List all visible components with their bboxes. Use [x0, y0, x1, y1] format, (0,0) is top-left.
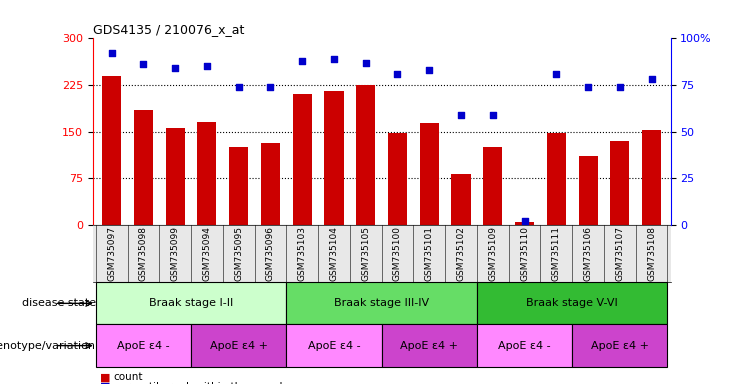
Text: Braak stage V-VI: Braak stage V-VI — [526, 298, 618, 308]
Point — [551, 71, 562, 77]
Bar — [293, 94, 312, 225]
Point — [233, 84, 245, 90]
Text: percentile rank within the sample: percentile rank within the sample — [113, 382, 289, 384]
Bar — [572, 324, 668, 367]
Text: ApoE ε4 -: ApoE ε4 - — [308, 341, 360, 351]
Text: GSM735099: GSM735099 — [170, 226, 180, 281]
Bar — [102, 76, 122, 225]
Point — [106, 50, 118, 56]
Text: GSM735110: GSM735110 — [520, 226, 529, 281]
Point — [328, 56, 340, 62]
Point — [296, 58, 308, 64]
Bar — [642, 130, 661, 225]
Bar — [191, 324, 286, 367]
Text: GSM735095: GSM735095 — [234, 226, 243, 281]
Bar — [611, 141, 629, 225]
Point — [582, 84, 594, 90]
Point — [645, 76, 657, 83]
Text: GSM735098: GSM735098 — [139, 226, 148, 281]
Text: GSM735101: GSM735101 — [425, 226, 433, 281]
Bar — [515, 222, 534, 225]
Text: ApoE ε4 -: ApoE ε4 - — [498, 341, 551, 351]
Text: GSM735094: GSM735094 — [202, 226, 211, 281]
Bar — [134, 110, 153, 225]
Bar — [451, 174, 471, 225]
Bar — [197, 122, 216, 225]
Text: ApoE ε4 -: ApoE ε4 - — [117, 341, 170, 351]
Text: GSM735096: GSM735096 — [266, 226, 275, 281]
Bar — [166, 128, 185, 225]
Point — [519, 218, 531, 224]
Text: ■: ■ — [100, 382, 110, 384]
Text: GSM735106: GSM735106 — [583, 226, 593, 281]
Point — [614, 84, 625, 90]
Bar — [96, 324, 191, 367]
Bar — [382, 324, 477, 367]
Bar — [483, 147, 502, 225]
Text: Braak stage III-IV: Braak stage III-IV — [334, 298, 429, 308]
Text: GSM735108: GSM735108 — [647, 226, 656, 281]
Bar — [261, 143, 280, 225]
Bar — [547, 133, 566, 225]
Bar — [477, 324, 572, 367]
Point — [138, 61, 150, 68]
Text: genotype/variation: genotype/variation — [0, 341, 96, 351]
Bar — [325, 91, 344, 225]
Bar — [388, 133, 407, 225]
Bar — [477, 282, 668, 324]
Text: GSM735102: GSM735102 — [456, 226, 465, 281]
Point — [169, 65, 181, 71]
Text: ApoE ε4 +: ApoE ε4 + — [591, 341, 649, 351]
Text: GSM735111: GSM735111 — [552, 226, 561, 281]
Bar — [579, 156, 597, 225]
Text: GSM735103: GSM735103 — [298, 226, 307, 281]
Text: GSM735107: GSM735107 — [615, 226, 625, 281]
Point — [455, 112, 467, 118]
Bar — [229, 147, 248, 225]
Text: ApoE ε4 +: ApoE ε4 + — [400, 341, 458, 351]
Bar — [419, 123, 439, 225]
Point — [201, 63, 213, 70]
Point — [487, 112, 499, 118]
Bar — [286, 324, 382, 367]
Point — [265, 84, 276, 90]
Text: Braak stage I-II: Braak stage I-II — [149, 298, 233, 308]
Point — [391, 71, 403, 77]
Point — [360, 60, 372, 66]
Text: GSM735104: GSM735104 — [330, 226, 339, 281]
Text: GDS4135 / 210076_x_at: GDS4135 / 210076_x_at — [93, 23, 244, 36]
Text: disease state: disease state — [21, 298, 96, 308]
Text: ■: ■ — [100, 372, 110, 382]
Text: GSM735097: GSM735097 — [107, 226, 116, 281]
Bar — [356, 85, 375, 225]
Text: ApoE ε4 +: ApoE ε4 + — [210, 341, 268, 351]
Text: GSM735105: GSM735105 — [361, 226, 370, 281]
Text: GSM735100: GSM735100 — [393, 226, 402, 281]
Text: GSM735109: GSM735109 — [488, 226, 497, 281]
Point — [423, 67, 435, 73]
Bar — [96, 282, 286, 324]
Text: count: count — [113, 372, 143, 382]
Bar — [286, 282, 477, 324]
